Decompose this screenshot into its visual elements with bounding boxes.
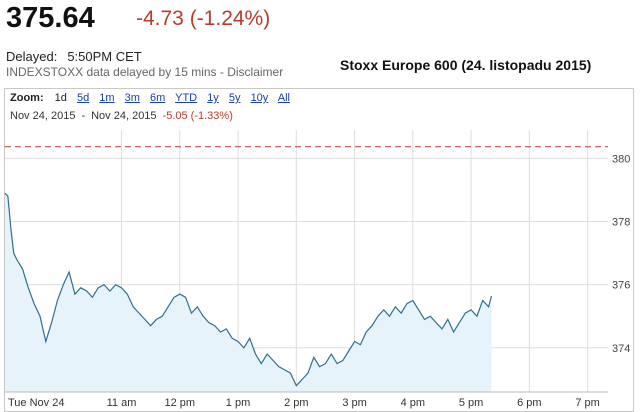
zoom-6m[interactable]: 6m xyxy=(149,92,166,104)
x-tick-label: 3 pm xyxy=(342,397,366,409)
zoom-ytd[interactable]: YTD xyxy=(175,92,198,104)
range-start: Nov 24, 2015 xyxy=(10,110,76,122)
delayed-info: Delayed: 5:50PM CET xyxy=(6,49,142,64)
delayed-time: 5:50PM CET xyxy=(67,49,142,64)
date-range: Nov 24, 2015- Nov 24, 2015 -5.05 (-1.33%) xyxy=(10,110,233,122)
x-tick-label: 2 pm xyxy=(284,397,308,409)
chart-headline: Stoxx Europe 600 (24. listopadu 2015) xyxy=(340,57,592,73)
y-tick-label: 376 xyxy=(612,280,630,292)
disclaimer-text: INDEXSTOXX data delayed by 15 mins - Dis… xyxy=(6,65,284,79)
zoom-1m[interactable]: 1m xyxy=(99,92,115,104)
zoom-1d[interactable]: 1d xyxy=(54,92,67,104)
zoom-bar: Zoom: 1d 5d 1m 3m 6m YTD 1y 5y 10y All xyxy=(10,92,297,104)
y-tick-label: 380 xyxy=(612,153,630,165)
x-tick-label: 5 pm xyxy=(459,397,483,409)
zoom-3m[interactable]: 3m xyxy=(124,92,140,104)
x-tick-label: 7 pm xyxy=(575,397,599,409)
current-price: 375.64 xyxy=(6,2,95,34)
zoom-1y[interactable]: 1y xyxy=(207,92,219,104)
range-end: Nov 24, 2015 xyxy=(91,110,157,122)
zoom-label: Zoom: xyxy=(10,92,44,104)
zoom-10y[interactable]: 10y xyxy=(250,92,269,104)
y-tick-label: 374 xyxy=(612,343,630,355)
zoom-all[interactable]: All xyxy=(277,92,290,104)
series-line xyxy=(4,192,493,387)
zoom-5d[interactable]: 5d xyxy=(76,92,90,104)
price-change: -4.73 (-1.24%) xyxy=(136,7,271,30)
x-tick-label: Tue Nov 24 xyxy=(8,397,64,409)
delayed-label: Delayed: xyxy=(6,49,58,64)
x-tick-label: 1 pm xyxy=(226,397,250,409)
x-tick-label: 12 pm xyxy=(164,397,195,409)
x-tick-label: 4 pm xyxy=(401,397,425,409)
range-change: -5.05 (-1.33%) xyxy=(162,110,233,122)
range-separator: - xyxy=(81,110,86,122)
x-tick-label: 11 am xyxy=(107,397,137,409)
y-tick-label: 378 xyxy=(612,217,630,229)
x-tick-label: 6 pm xyxy=(517,397,541,409)
series-area xyxy=(5,193,492,392)
zoom-5y[interactable]: 5y xyxy=(228,92,241,104)
